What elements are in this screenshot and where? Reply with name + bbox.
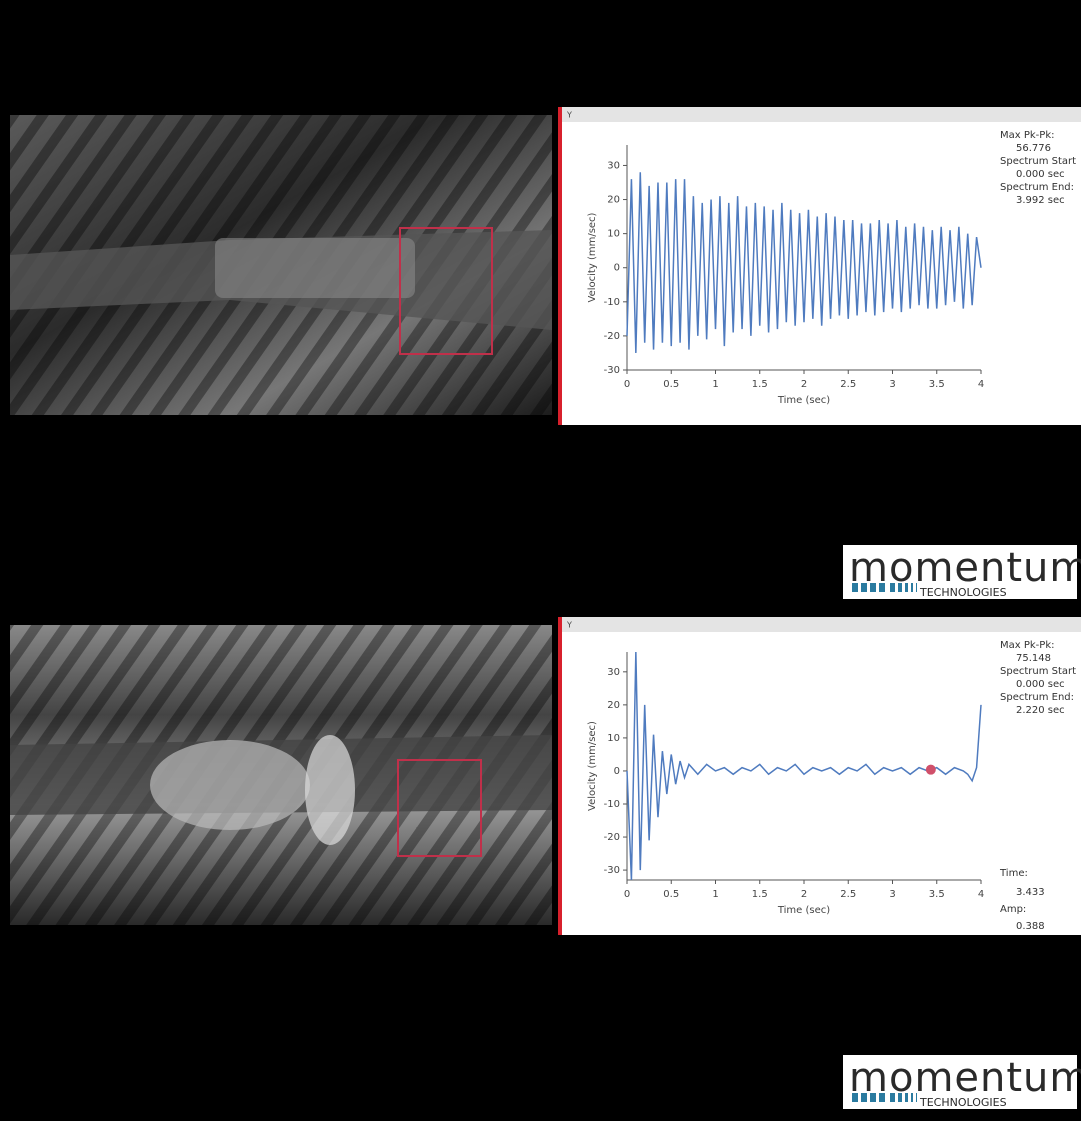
y-tick-label: 0	[614, 263, 620, 274]
y-tick-label: 10	[607, 733, 620, 744]
x-tick-label: 2.5	[840, 379, 856, 390]
stat-label: Max Pk-Pk:	[1000, 640, 1054, 651]
y-tick-label: 10	[607, 229, 620, 240]
cursor-time-label: Time:	[999, 868, 1028, 879]
stat-value: 75.148	[1016, 653, 1051, 664]
x-axis-label: Time (sec)	[777, 395, 830, 406]
stat-value: 3.992 sec	[1016, 195, 1065, 206]
stat-value: 0.000 sec	[1016, 169, 1065, 180]
panel-label: Y	[566, 621, 572, 630]
y-tick-label: 20	[607, 195, 620, 206]
cursor-amp-value: 0.388	[1016, 921, 1045, 932]
logo-name: momentum	[849, 545, 1081, 591]
cursor-time-value: 3.433	[1016, 887, 1045, 898]
stat-label: Spectrum Start	[1000, 666, 1076, 677]
video-frame	[10, 625, 552, 925]
y-tick-label: -30	[604, 365, 620, 376]
logo-name: momentum	[849, 1055, 1081, 1101]
stat-value: 56.776	[1016, 143, 1051, 154]
x-tick-label: 2.5	[840, 889, 856, 900]
logo	[843, 545, 1077, 599]
x-tick-label: 3	[889, 379, 895, 390]
panel-label: Y	[566, 111, 572, 120]
x-tick-label: 1.5	[752, 379, 768, 390]
y-tick-label: 20	[607, 700, 620, 711]
x-tick-label: 3.5	[929, 889, 945, 900]
stat-label: Spectrum End:	[1000, 182, 1074, 193]
y-axis-label: Velocity (mm/sec)	[587, 721, 598, 811]
x-tick-label: 0.5	[663, 889, 679, 900]
y-tick-label: -10	[604, 297, 620, 308]
video-frame	[10, 115, 552, 415]
logo-sub: TECHNOLOGIES	[919, 586, 1007, 599]
x-tick-label: 4	[978, 889, 984, 900]
stat-label: Spectrum Start	[1000, 156, 1076, 167]
stat-label: Spectrum End:	[1000, 692, 1074, 703]
y-tick-label: -20	[604, 832, 620, 843]
y-tick-label: -20	[604, 331, 620, 342]
x-tick-label: 2	[801, 379, 807, 390]
x-tick-label: 1	[712, 889, 718, 900]
x-axis-label: Time (sec)	[777, 905, 830, 916]
y-tick-label: -10	[604, 799, 620, 810]
x-tick-label: 0	[624, 379, 630, 390]
x-tick-label: 0	[624, 889, 630, 900]
y-tick-label: 0	[614, 766, 620, 777]
x-tick-label: 0.5	[663, 379, 679, 390]
x-tick-label: 1	[712, 379, 718, 390]
stat-value: 0.000 sec	[1016, 679, 1065, 690]
y-tick-label: -30	[604, 865, 620, 876]
x-tick-label: 2	[801, 889, 807, 900]
cursor-point	[925, 764, 936, 775]
data-line	[626, 172, 982, 353]
chart-panel	[558, 107, 1081, 425]
y-axis-label: Velocity (mm/sec)	[587, 212, 598, 302]
logo-sub: TECHNOLOGIES	[919, 1096, 1007, 1109]
x-tick-label: 4	[978, 379, 984, 390]
logo	[843, 1055, 1077, 1109]
x-tick-label: 1.5	[752, 889, 768, 900]
cursor-amp-label: Amp:	[1000, 904, 1026, 915]
y-tick-label: 30	[607, 667, 620, 678]
stat-label: Max Pk-Pk:	[1000, 130, 1054, 141]
x-tick-label: 3.5	[929, 379, 945, 390]
x-tick-label: 3	[889, 889, 895, 900]
chart-panel	[558, 617, 1081, 935]
y-tick-label: 30	[607, 160, 620, 171]
stat-value: 2.220 sec	[1016, 705, 1065, 716]
